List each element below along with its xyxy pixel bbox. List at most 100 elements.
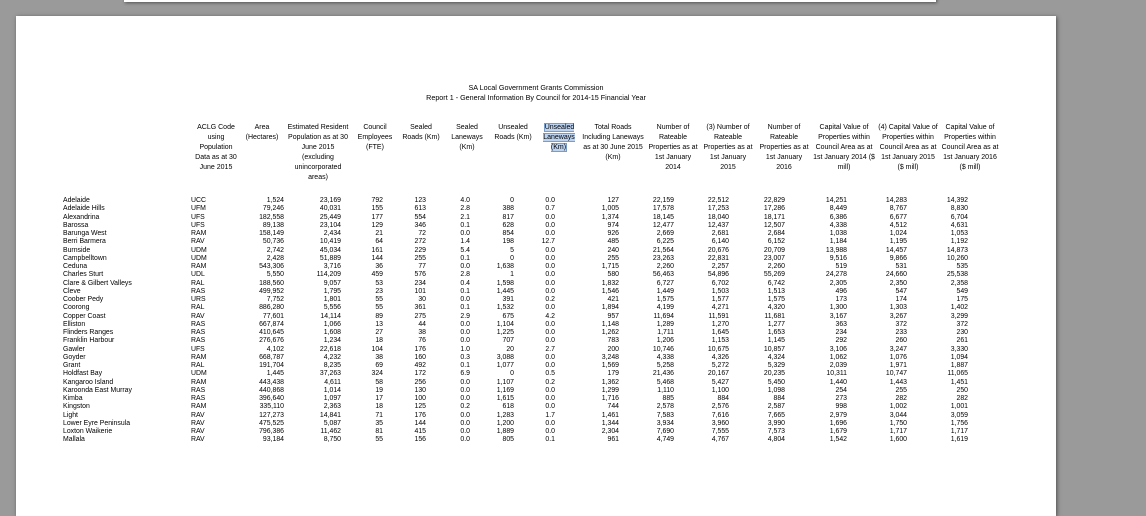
cell-unsealed-lane: 0.0	[545, 329, 555, 336]
table-row: Lower Eyre Peninsula RAV 475,525 5,087 35 144…	[63, 420, 968, 428]
cell-rp2014: 5,258	[656, 362, 674, 369]
table-row: Coorong RAL 886,280 5,556 55 361 0.1 1,532 0.0 1,…	[63, 304, 968, 312]
cell-unsealed-roads: 1,638	[496, 263, 514, 270]
cell-unsealed-lane: 0.0	[545, 386, 555, 394]
cell-cv2014: 3,106	[829, 345, 847, 353]
cell-council-name: Copper Coast	[63, 312, 106, 320]
cell-pop: 51,889	[319, 254, 341, 262]
cell-cv2016: 250	[956, 386, 969, 394]
cell-total-roads: 744	[607, 403, 620, 411]
cell-rp2015: 1,577	[711, 296, 729, 303]
cell-area: 50,736	[262, 238, 284, 246]
cell-pop: 37,263	[319, 370, 341, 378]
cell-council-name: Adelaide Hills	[63, 205, 105, 213]
cell-fte: 104	[371, 345, 384, 353]
cell-total-roads: 3,248	[601, 353, 619, 361]
cell-fte: 161	[371, 246, 384, 254]
cell-unsealed-roads: 1,107	[496, 378, 514, 386]
cell-pop: 11,462	[320, 428, 341, 435]
cell-cv2014: 2,039	[829, 362, 847, 369]
cell-rp2014: 3,934	[656, 419, 674, 427]
cell-sealed-lane: 5.4	[460, 246, 470, 254]
cell-rp2016: 18,171	[763, 213, 785, 221]
cell-cv2015: 14,457	[885, 246, 907, 254]
cell-rp2016: 1,513	[767, 287, 785, 295]
table-row: Holdfast Bay UDM 1,445 37,263 324 172 6.9 0 0.5 1…	[63, 370, 968, 378]
cell-sealed-roads: 361	[414, 304, 427, 312]
cell-area: 667,874	[259, 320, 284, 328]
cell-area: 2,742	[266, 246, 284, 254]
column-header-unsealed-laneways: Unsealed Laneways (Km)	[536, 123, 582, 153]
cell-aclg-code: UFS	[191, 345, 205, 353]
cell-rp2015: 4,767	[711, 436, 729, 444]
cell-rp2014: 7,690	[656, 428, 674, 435]
cell-council-name: Mallala	[63, 436, 85, 444]
cell-sealed-lane: 0.0	[460, 411, 470, 419]
cell-unsealed-roads: 5	[510, 246, 514, 254]
cell-aclg-code: RAV	[191, 238, 205, 246]
cell-council-name: Gawler	[63, 345, 85, 353]
cell-council-name: Burnside	[63, 246, 91, 254]
cell-fte: 18	[375, 337, 383, 345]
cell-rp2015: 17,253	[707, 205, 729, 213]
cell-cv2014: 234	[835, 329, 848, 336]
cell-cv2015: 255	[895, 386, 908, 394]
cell-area: 440,868	[259, 386, 284, 394]
cell-council-name: Berri Barmera	[63, 238, 106, 246]
cell-sealed-lane: 0.0	[460, 263, 470, 270]
cell-fte: 36	[375, 263, 383, 270]
cell-pop: 14,841	[319, 411, 341, 419]
cell-rp2016: 7,665	[767, 411, 785, 419]
cell-rp2015: 18,040	[707, 213, 729, 221]
cell-pop: 5,087	[323, 419, 341, 427]
cell-total-roads: 1,362	[601, 378, 619, 386]
cell-cv2014: 998	[835, 403, 848, 411]
cell-cv2015: 24,660	[885, 271, 907, 279]
cell-aclg-code: RAS	[191, 329, 206, 336]
cell-rp2015: 1,100	[711, 386, 729, 394]
cell-unsealed-lane: 0.0	[545, 213, 555, 221]
cell-aclg-code: RAM	[191, 378, 207, 386]
cell-rp2014: 18,145	[652, 213, 674, 221]
cell-unsealed-roads: 0	[510, 197, 514, 204]
cell-cv2014: 292	[835, 337, 848, 345]
cell-rp2015: 22,831	[707, 254, 729, 262]
cell-sealed-lane: 6.9	[460, 370, 470, 378]
cell-rp2016: 1,098	[767, 386, 785, 394]
cell-unsealed-roads: 618	[502, 403, 515, 411]
cell-area: 77,601	[262, 312, 284, 320]
column-header-employees: Council Employees (FTE)	[357, 124, 393, 151]
column-header-unsealed-roads: Unsealed Roads (Km)	[494, 124, 532, 141]
cell-council-name: Franklin Harbour	[63, 337, 115, 345]
cell-aclg-code: RAV	[191, 428, 205, 435]
cell-sealed-lane: 2.9	[460, 312, 470, 320]
cell-rp2016: 1,653	[767, 329, 785, 336]
cell-unsealed-lane: 0.0	[545, 353, 555, 361]
cell-cv2016: 25,538	[946, 271, 968, 279]
cell-cv2016: 175	[956, 296, 969, 303]
cell-rp2015: 5,427	[711, 378, 729, 386]
cell-sealed-lane: 0.1	[460, 287, 470, 295]
cell-council-name: Karoonda East Murray	[63, 386, 132, 394]
cell-area: 410,645	[259, 329, 284, 336]
cell-sealed-lane: 0.0	[460, 436, 470, 444]
cell-total-roads: 255	[607, 254, 620, 262]
cell-aclg-code: RAL	[191, 362, 205, 369]
table-row: Mallala RAV 93,184 8,750 55 156 0.0 805 0.1 961 4,…	[63, 436, 968, 444]
cell-pop: 9,057	[323, 279, 341, 287]
cell-fte: 55	[375, 436, 383, 444]
cell-fte: 35	[375, 419, 383, 427]
cell-sealed-roads: 44	[418, 320, 426, 328]
cell-unsealed-lane: 0.7	[545, 205, 555, 213]
cell-fte: 324	[371, 370, 384, 378]
cell-rp2014: 21,564	[652, 246, 674, 254]
cell-pop: 1,066	[323, 320, 341, 328]
cell-unsealed-lane: 0.0	[545, 304, 555, 312]
cell-pop: 1,234	[323, 337, 341, 345]
table-row: Coober Pedy URS 7,752 1,801 55 30 0.0 391 0.2 421…	[63, 296, 968, 304]
cell-rp2014: 1,289	[656, 320, 674, 328]
cell-total-roads: 1,299	[601, 386, 619, 394]
table-row: Burnside UDM 2,742 45,034 161 229 5.4 5 0.0 240 21…	[63, 247, 968, 255]
cell-sealed-lane: 1.0	[460, 345, 470, 353]
cell-council-name: Cleve	[63, 287, 81, 295]
